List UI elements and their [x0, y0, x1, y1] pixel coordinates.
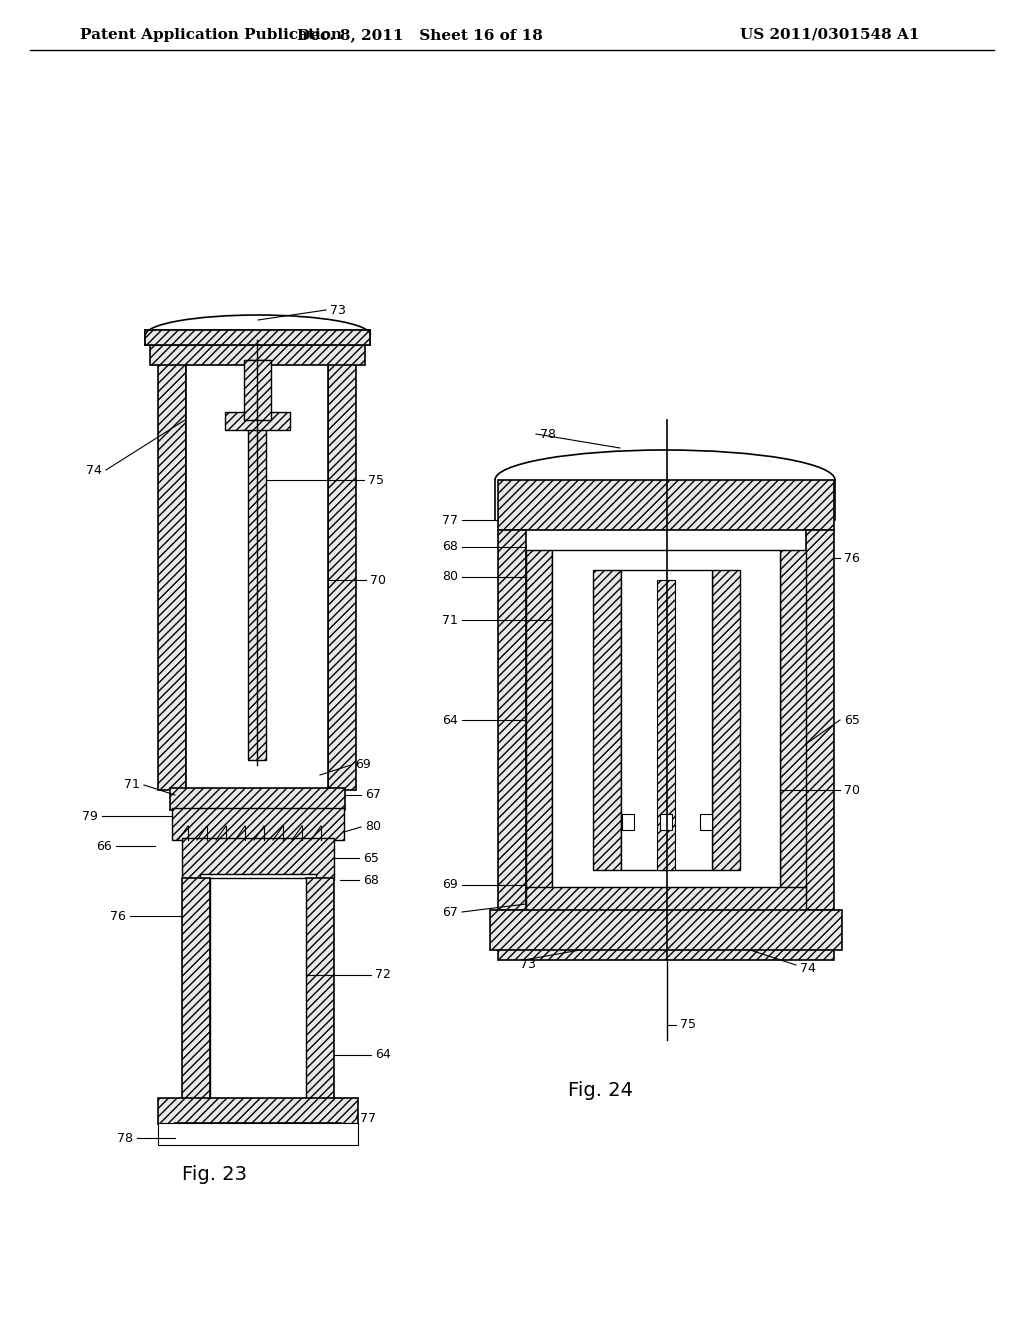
- Text: Fig. 24: Fig. 24: [567, 1081, 633, 1100]
- Text: 80: 80: [365, 821, 381, 833]
- Bar: [526, 550, 552, 890]
- Bar: [182, 838, 334, 880]
- Text: 65: 65: [844, 714, 860, 726]
- Bar: [552, 550, 780, 890]
- Bar: [498, 480, 834, 531]
- Text: 78: 78: [540, 428, 556, 441]
- Bar: [158, 350, 186, 789]
- Text: 71: 71: [124, 779, 140, 792]
- Bar: [498, 909, 834, 960]
- Text: 64: 64: [375, 1048, 391, 1061]
- Bar: [700, 814, 712, 830]
- Bar: [175, 1123, 341, 1144]
- Bar: [150, 341, 365, 366]
- Bar: [244, 360, 271, 420]
- Text: 68: 68: [362, 874, 379, 887]
- Bar: [145, 330, 370, 345]
- Bar: [780, 550, 806, 890]
- Bar: [145, 330, 370, 345]
- Text: 80: 80: [442, 570, 458, 583]
- Text: 72: 72: [375, 969, 391, 982]
- Bar: [172, 808, 344, 840]
- Bar: [328, 350, 356, 789]
- Text: 66: 66: [96, 840, 112, 853]
- Text: 73: 73: [520, 958, 536, 972]
- Text: 75: 75: [368, 474, 384, 487]
- Bar: [593, 570, 621, 870]
- Text: 74: 74: [86, 463, 102, 477]
- Bar: [225, 412, 290, 430]
- Text: US 2011/0301548 A1: US 2011/0301548 A1: [740, 28, 920, 42]
- Text: 67: 67: [442, 906, 458, 919]
- Bar: [210, 878, 306, 1100]
- Text: 70: 70: [844, 784, 860, 796]
- Bar: [622, 814, 634, 830]
- Bar: [306, 878, 334, 1100]
- Bar: [490, 909, 842, 950]
- Text: 69: 69: [355, 759, 371, 771]
- Bar: [170, 788, 345, 810]
- Bar: [248, 360, 266, 760]
- Text: 70: 70: [370, 573, 386, 586]
- Text: 68: 68: [442, 540, 458, 553]
- Bar: [526, 887, 806, 912]
- Text: 77: 77: [360, 1111, 376, 1125]
- Text: 75: 75: [680, 1019, 696, 1031]
- Bar: [182, 878, 210, 1100]
- Text: 79: 79: [82, 809, 98, 822]
- Text: 69: 69: [442, 879, 458, 891]
- Bar: [806, 531, 834, 909]
- Text: Fig. 23: Fig. 23: [182, 1166, 248, 1184]
- Bar: [158, 1098, 358, 1125]
- Bar: [186, 350, 328, 789]
- Text: 76: 76: [111, 909, 126, 923]
- Bar: [657, 579, 675, 870]
- Bar: [621, 570, 712, 870]
- Text: 74: 74: [800, 961, 816, 974]
- Text: 77: 77: [442, 513, 458, 527]
- Bar: [498, 531, 526, 909]
- Text: 65: 65: [362, 851, 379, 865]
- Text: 78: 78: [117, 1131, 133, 1144]
- Text: 73: 73: [330, 304, 346, 317]
- Bar: [158, 1123, 358, 1144]
- Text: 64: 64: [442, 714, 458, 726]
- Text: Dec. 8, 2011   Sheet 16 of 18: Dec. 8, 2011 Sheet 16 of 18: [297, 28, 543, 42]
- Text: Patent Application Publication: Patent Application Publication: [80, 28, 342, 42]
- Bar: [712, 570, 740, 870]
- Text: 76: 76: [844, 552, 860, 565]
- Bar: [660, 814, 672, 830]
- Text: 67: 67: [365, 788, 381, 801]
- Bar: [200, 874, 316, 902]
- Text: 71: 71: [442, 614, 458, 627]
